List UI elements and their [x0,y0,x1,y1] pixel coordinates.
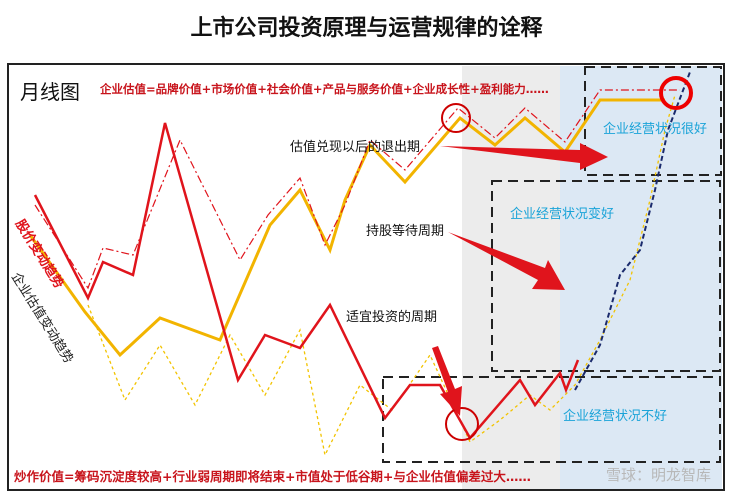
watermark: 雪球：明龙智库 [606,466,712,484]
price-trend-line [33,122,580,441]
price-rise-dashed-line [574,71,691,391]
frame [7,63,725,491]
valuation-dotted-line [87,94,676,457]
blue-zone [560,66,722,490]
state-very-good: 企业经营状况很好 [603,122,708,137]
exit-annotation: 估值兑现以后的退出期 [290,140,421,155]
exit-arrow [440,143,608,170]
state-improving: 企业经营状况变好 [510,207,615,222]
valuation-formula: 企业估值=品牌价值+市场价值+社会价值+产品与服务价值+企业成长性+盈利能力…… [100,82,549,96]
invest-annotation: 适宜投资的周期 [346,310,438,325]
price-dashdot-line [34,89,680,290]
valuation-trend-line [28,98,665,358]
hold-arrow [448,232,565,290]
state-bad: 企业经营状况不好 [563,409,668,424]
bottom-point-circle [445,407,479,441]
box-bad [382,376,721,463]
peak-point-circle [659,76,693,110]
exit-point-circle [441,103,471,133]
speculation-formula: 炒作价值=筹码沉淀度较高+行业弱周期即将结束+市值处于低谷期+与企业估值偏差过大… [14,469,531,484]
page-title: 上市公司投资原理与运营规律的诠释 [190,16,543,41]
invest-arrow [432,346,462,416]
hold-annotation: 持股等待周期 [366,224,445,239]
box-improving [491,180,721,372]
chart-label: 月线图 [20,80,80,104]
